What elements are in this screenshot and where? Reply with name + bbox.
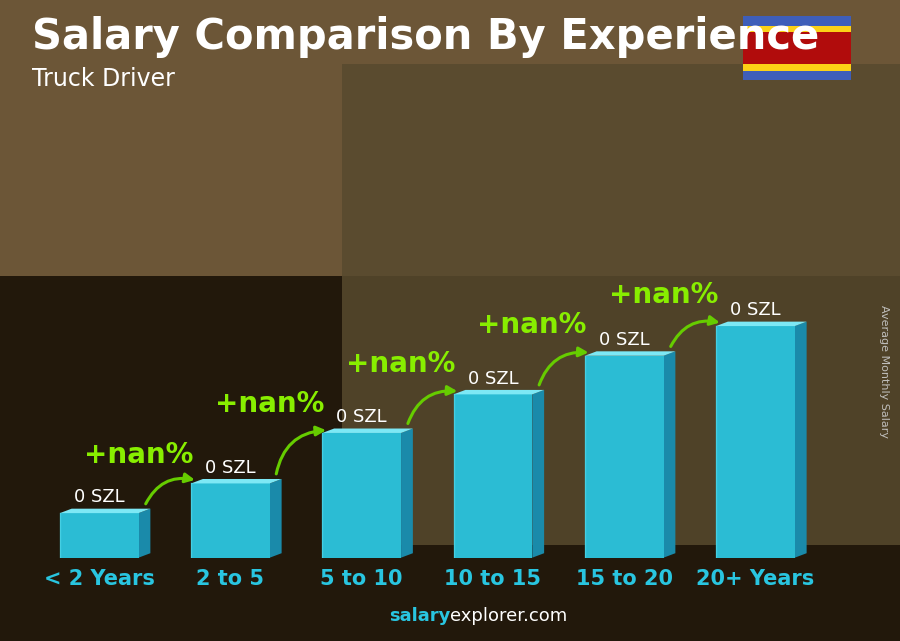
Text: explorer.com: explorer.com (450, 607, 567, 625)
Polygon shape (532, 390, 544, 558)
Bar (742, 64, 850, 71)
FancyBboxPatch shape (0, 0, 900, 288)
Text: +nan%: +nan% (346, 351, 455, 378)
Polygon shape (454, 390, 544, 394)
Polygon shape (191, 479, 282, 483)
Bar (191, 483, 270, 558)
Text: +nan%: +nan% (84, 440, 193, 469)
Text: Salary Comparison By Experience: Salary Comparison By Experience (32, 16, 819, 58)
Polygon shape (139, 509, 150, 558)
Text: +nan%: +nan% (608, 281, 718, 309)
Bar (454, 394, 532, 558)
Bar (742, 26, 850, 32)
Bar (742, 71, 850, 80)
FancyArrowPatch shape (146, 474, 192, 504)
Polygon shape (716, 322, 806, 326)
Text: +nan%: +nan% (215, 390, 324, 417)
FancyArrowPatch shape (408, 387, 454, 424)
FancyBboxPatch shape (0, 276, 900, 641)
Text: 0 SZL: 0 SZL (74, 488, 124, 506)
Bar (742, 32, 850, 64)
Bar (742, 16, 850, 26)
Text: salary: salary (389, 607, 450, 625)
Text: 0 SZL: 0 SZL (337, 408, 387, 426)
Bar (59, 513, 139, 558)
Polygon shape (401, 429, 413, 558)
FancyBboxPatch shape (342, 64, 900, 545)
Bar (322, 433, 401, 558)
FancyArrowPatch shape (670, 317, 716, 346)
Polygon shape (59, 509, 150, 513)
Polygon shape (322, 429, 413, 433)
Bar (585, 356, 663, 558)
Text: 0 SZL: 0 SZL (730, 301, 781, 319)
FancyArrowPatch shape (276, 427, 323, 474)
Polygon shape (585, 351, 675, 356)
Text: 0 SZL: 0 SZL (598, 331, 650, 349)
Polygon shape (795, 322, 806, 558)
Text: +nan%: +nan% (477, 311, 587, 339)
Bar (716, 326, 795, 558)
Text: 0 SZL: 0 SZL (205, 458, 256, 477)
Polygon shape (270, 479, 282, 558)
FancyArrowPatch shape (539, 348, 585, 385)
Polygon shape (663, 351, 675, 558)
Text: 0 SZL: 0 SZL (468, 370, 518, 388)
Text: Average Monthly Salary: Average Monthly Salary (878, 305, 889, 438)
Text: Truck Driver: Truck Driver (32, 67, 175, 91)
